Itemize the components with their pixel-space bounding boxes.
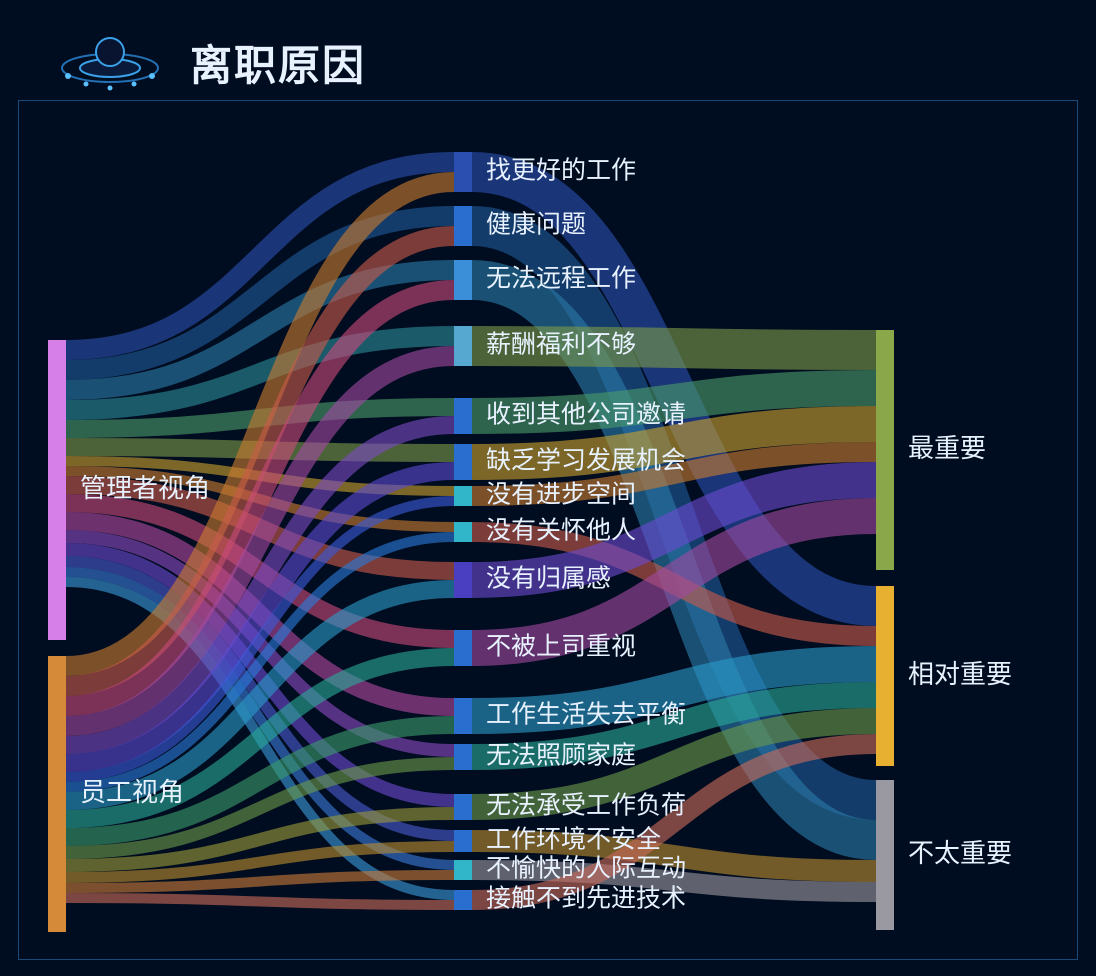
link-emp-m16 — [66, 898, 454, 905]
left-node-emp — [48, 656, 66, 932]
mid-node-m01 — [454, 152, 472, 192]
mid-label-m13: 无法承受工作负荷 — [486, 792, 686, 820]
header-icon — [50, 18, 170, 98]
right-label-r2: 相对重要 — [908, 659, 1012, 689]
mid-node-m09 — [454, 562, 472, 598]
mid-label-m03: 无法远程工作 — [486, 265, 636, 293]
mid-label-m05: 收到其他公司邀请 — [486, 401, 686, 429]
mid-label-m09: 没有归属感 — [486, 565, 611, 593]
mid-node-m04 — [454, 326, 472, 366]
mid-label-m07: 没有进步空间 — [486, 481, 636, 509]
mid-node-m16 — [454, 890, 472, 910]
mid-label-m08: 没有关怀他人 — [486, 517, 636, 545]
mid-label-m02: 健康问题 — [486, 211, 586, 239]
mid-node-m05 — [454, 398, 472, 434]
right-node-r2 — [876, 586, 894, 766]
mid-node-m12 — [454, 744, 472, 770]
right-node-r3 — [876, 780, 894, 930]
left-label-mgr: 管理者视角 — [80, 473, 210, 503]
left-node-mgr — [48, 340, 66, 640]
right-label-r3: 不太重要 — [908, 838, 1012, 868]
mid-label-m04: 薪酬福利不够 — [486, 331, 636, 359]
mid-node-m11 — [454, 698, 472, 734]
mid-node-m14 — [454, 830, 472, 852]
mid-node-m08 — [454, 522, 472, 542]
right-label-r1: 最重要 — [908, 433, 986, 463]
right-node-r1 — [876, 330, 894, 570]
sankey-chart: 管理者视角员工视角 找更好的工作健康问题无法远程工作薪酬福利不够收到其他公司邀请缺… — [18, 100, 1078, 960]
mid-label-m15: 不愉快的人际互动 — [486, 855, 686, 883]
mid-node-m06 — [454, 444, 472, 480]
mid-node-m07 — [454, 486, 472, 506]
mid-label-m16: 接触不到先进技术 — [486, 885, 686, 913]
mid-label-m11: 工作生活失去平衡 — [486, 701, 686, 729]
mid-label-m12: 无法照顾家庭 — [486, 742, 636, 770]
mid-label-m06: 缺乏学习发展机会 — [486, 447, 686, 475]
mid-node-m02 — [454, 206, 472, 246]
mid-label-m10: 不被上司重视 — [486, 633, 636, 661]
page-title: 离职原因 — [190, 32, 366, 93]
mid-node-m10 — [454, 630, 472, 666]
mid-label-m01: 找更好的工作 — [486, 157, 636, 185]
mid-node-m03 — [454, 260, 472, 300]
left-label-emp: 员工视角 — [80, 777, 184, 807]
mid-node-m13 — [454, 794, 472, 820]
mid-node-m15 — [454, 860, 472, 880]
mid-label-m14: 工作环境不安全 — [486, 826, 661, 854]
